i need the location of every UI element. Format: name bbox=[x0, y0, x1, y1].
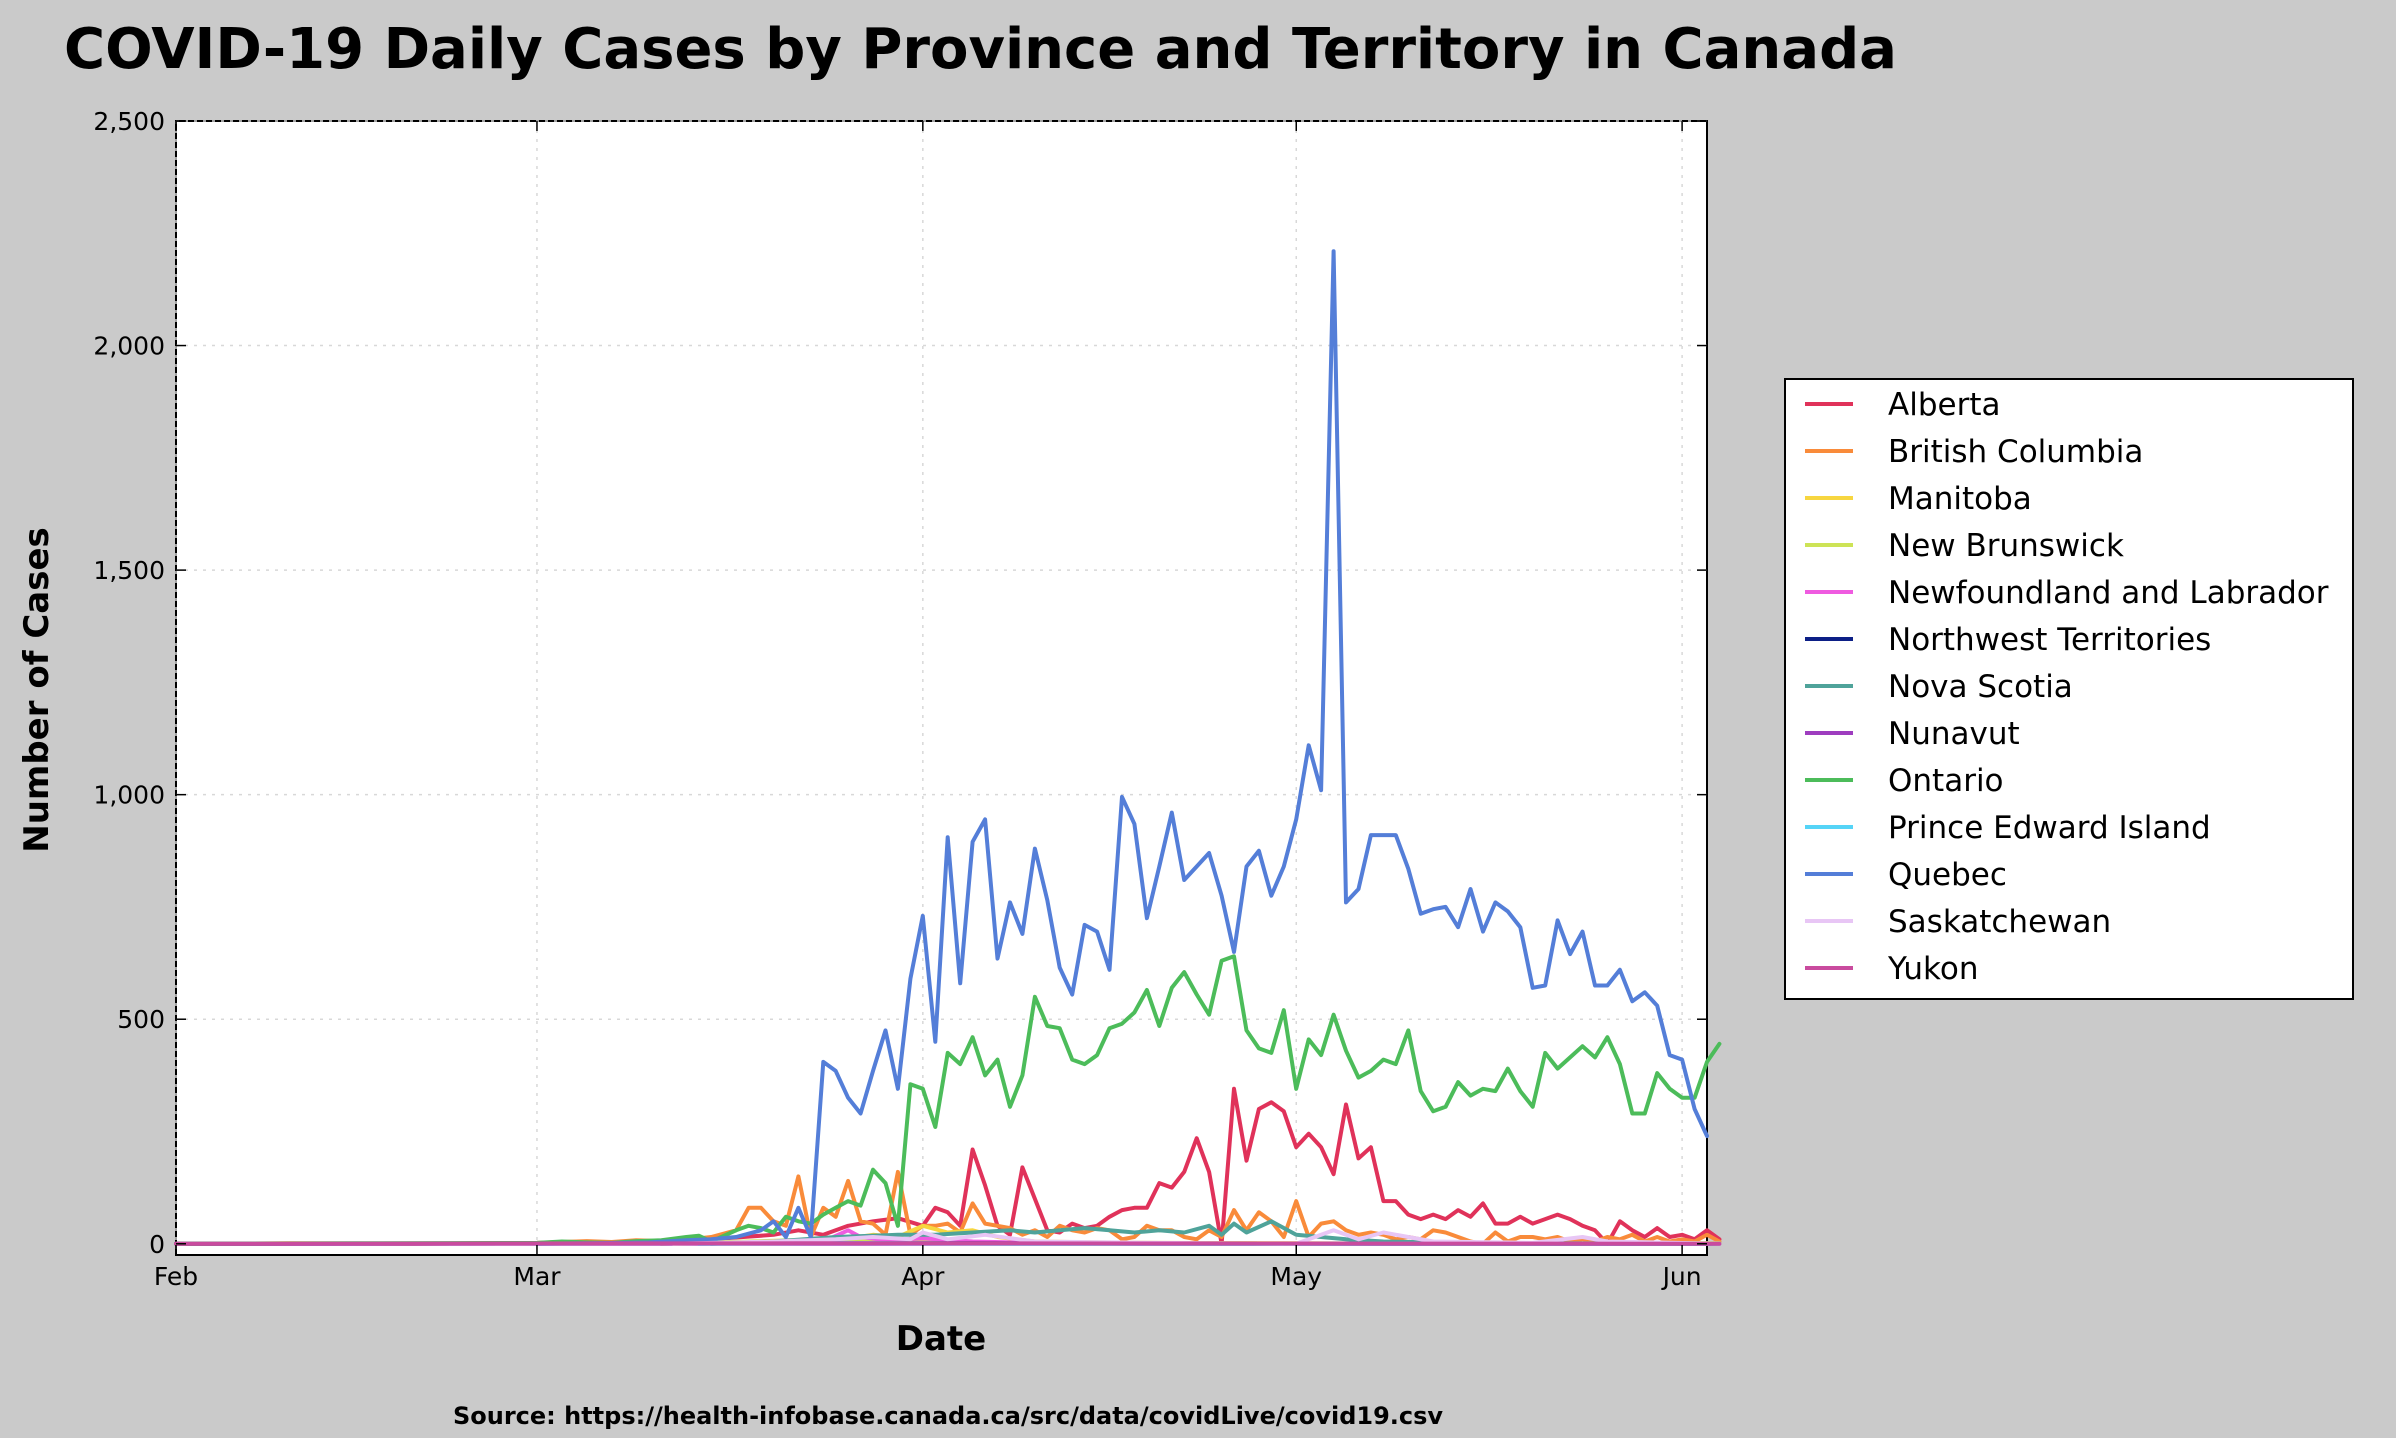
legend-label: Nova Scotia bbox=[1888, 669, 2073, 705]
plot-area bbox=[175, 120, 1708, 1256]
y-tick-labels: 0 500 1,000 1,500 2,000 2,500 bbox=[93, 107, 165, 1259]
x-tick-label: Apr bbox=[901, 1262, 945, 1291]
y-axis-title: Number of Cases bbox=[17, 527, 57, 853]
legend-label: Yukon bbox=[1887, 951, 1979, 987]
series-line-alberta bbox=[584, 1086, 1722, 1246]
y-tick-label: 500 bbox=[117, 1005, 165, 1034]
x-axis-title: Date bbox=[896, 1319, 986, 1359]
legend-label: Nunavut bbox=[1888, 716, 2020, 752]
legend-label: New Brunswick bbox=[1888, 528, 2124, 564]
legend-label: Alberta bbox=[1888, 387, 2000, 423]
series-line-yukon bbox=[174, 1241, 1722, 1246]
legend-label: Manitoba bbox=[1888, 481, 2032, 517]
legend-box bbox=[1784, 378, 2354, 1000]
source-caption: Source: https://health-infobase.canada.c… bbox=[453, 1402, 1443, 1430]
series-line-nova-scotia bbox=[709, 1219, 1722, 1246]
y-tick-label: 1,500 bbox=[93, 556, 165, 585]
x-tick-label: Jun bbox=[1661, 1262, 1702, 1291]
legend-label: Newfoundland and Labrador bbox=[1888, 575, 2329, 611]
legend-label: Saskatchewan bbox=[1888, 904, 2111, 940]
x-tick-label: Mar bbox=[513, 1262, 561, 1291]
y-tick-label: 2,000 bbox=[93, 332, 165, 361]
x-tick-label: Feb bbox=[154, 1262, 198, 1291]
legend-label: Quebec bbox=[1888, 857, 2007, 893]
legend-label: Northwest Territories bbox=[1888, 622, 2211, 658]
series-lines bbox=[174, 249, 1722, 1246]
legend: Alberta British Columbia Manitoba New Bruns… bbox=[1784, 378, 2354, 1000]
x-tick-labels: Feb Mar Apr May Jun bbox=[154, 1262, 1702, 1291]
axis-ticks bbox=[175, 120, 1707, 1255]
series-line-quebec bbox=[535, 249, 1709, 1246]
legend-label: Prince Edward Island bbox=[1888, 810, 2211, 846]
y-tick-label: 2,500 bbox=[93, 107, 165, 136]
y-tick-label: 1,000 bbox=[93, 781, 165, 810]
y-tick-label: 0 bbox=[149, 1230, 165, 1259]
legend-label: British Columbia bbox=[1888, 434, 2143, 470]
chart-title: COVID-19 Daily Cases by Province and Ter… bbox=[64, 17, 1897, 82]
series-line-ontario bbox=[174, 954, 1722, 1246]
legend-label: Ontario bbox=[1888, 763, 2004, 799]
x-tick-label: May bbox=[1270, 1262, 1322, 1291]
